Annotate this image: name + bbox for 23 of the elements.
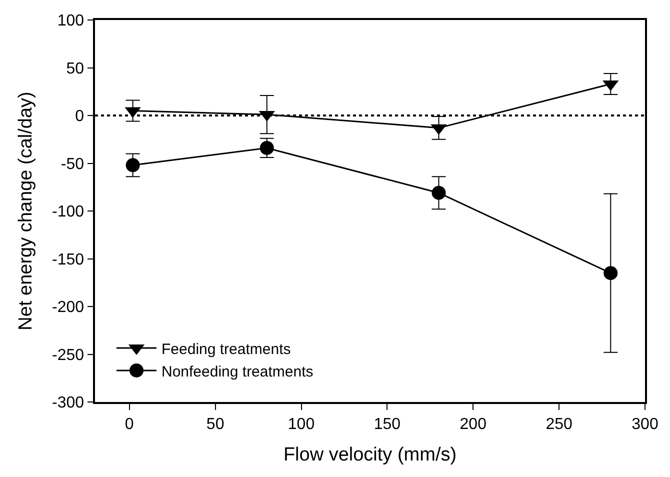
y-tick-label: 100: [57, 12, 84, 30]
x-tick-label: 0: [124, 416, 134, 433]
y-tick-label: -300: [52, 394, 84, 412]
x-tick-label: 100: [288, 416, 315, 433]
x-tick-label: 50: [206, 416, 224, 433]
legend-label: Feeding treatments: [162, 340, 291, 358]
y-tick-label: -200: [52, 299, 84, 316]
y-tick-label: -250: [52, 346, 84, 364]
y-tick-label: 50: [66, 60, 84, 78]
y-tick-label: -150: [52, 251, 84, 268]
y-tick-label: -100: [52, 204, 84, 221]
point: [126, 158, 140, 172]
x-tick-label: 150: [374, 416, 401, 433]
point: [604, 266, 618, 280]
y-tick-label: 0: [75, 108, 84, 126]
y-tick-label: -50: [60, 156, 84, 173]
y-axis-title: Net energy change (cal/day): [15, 92, 36, 330]
point: [432, 186, 446, 200]
x-tick-label: 300: [632, 416, 658, 433]
legend-label: Nonfeeding treatments: [162, 363, 314, 380]
x-tick-label: 200: [460, 416, 487, 433]
x-tick-label: 250: [546, 416, 573, 433]
x-axis-title: Flow velocity (mm/s): [283, 444, 457, 466]
